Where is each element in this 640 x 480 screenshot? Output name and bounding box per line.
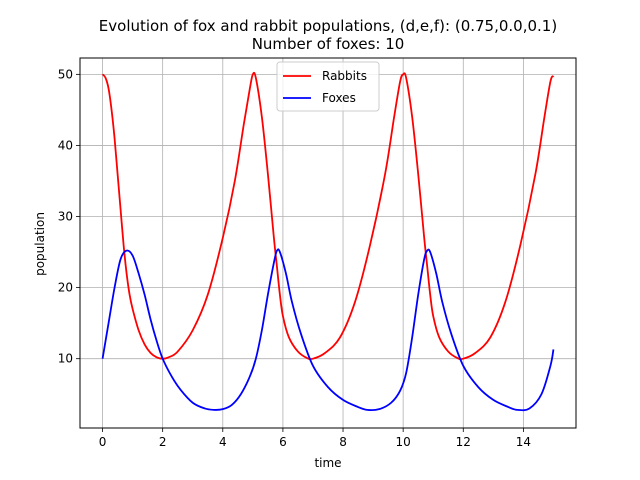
x-tick-label: 6 xyxy=(279,435,287,449)
x-tick-label: 10 xyxy=(396,435,411,449)
chart-subtitle: Number of foxes: 10 xyxy=(252,35,405,53)
y-tick-label: 30 xyxy=(58,210,73,224)
plot-frame xyxy=(79,57,577,429)
x-tick-label: 2 xyxy=(159,435,167,449)
grid-lines xyxy=(80,58,576,428)
chart-title: Evolution of fox and rabbit populations,… xyxy=(99,17,557,35)
y-tick-label: 10 xyxy=(58,352,73,366)
y-tick-label: 40 xyxy=(58,138,73,152)
series-line-foxes xyxy=(101,248,555,412)
y-axis-ticks: 10 20 30 40 50 xyxy=(58,67,80,366)
x-tick-label: 0 xyxy=(99,435,107,449)
y-axis-label: population xyxy=(33,212,47,276)
x-axis-label: time xyxy=(314,456,341,470)
y-tick-label: 50 xyxy=(58,67,73,81)
legend: Rabbits Foxes xyxy=(276,61,380,112)
series-line-rabbits xyxy=(101,71,555,361)
y-tick-label: 20 xyxy=(58,281,73,295)
x-tick-label: 4 xyxy=(219,435,227,449)
legend-label-rabbits: Rabbits xyxy=(322,69,367,83)
x-axis-ticks: 0 2 4 6 8 10 12 14 xyxy=(99,428,531,449)
x-tick-label: 14 xyxy=(516,435,531,449)
series-layer xyxy=(101,71,555,412)
x-tick-label: 12 xyxy=(456,435,471,449)
x-tick-label: 8 xyxy=(339,435,347,449)
legend-label-foxes: Foxes xyxy=(322,91,356,105)
